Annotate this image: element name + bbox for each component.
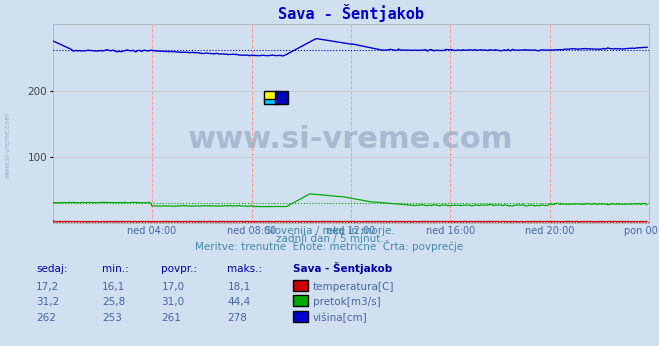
- Title: Sava - Šentjakob: Sava - Šentjakob: [278, 4, 424, 22]
- Text: 44,4: 44,4: [227, 297, 250, 307]
- Text: Meritve: trenutne  Enote: metrične  Črta: povprečje: Meritve: trenutne Enote: metrične Črta: …: [195, 240, 464, 252]
- Text: 31,0: 31,0: [161, 297, 185, 307]
- Text: 16,1: 16,1: [102, 282, 125, 292]
- Text: temperatura[C]: temperatura[C]: [313, 282, 395, 292]
- FancyBboxPatch shape: [264, 99, 277, 104]
- Text: pretok[m3/s]: pretok[m3/s]: [313, 297, 381, 307]
- Text: 261: 261: [161, 313, 181, 323]
- Text: 17,0: 17,0: [161, 282, 185, 292]
- Text: 262: 262: [36, 313, 56, 323]
- Text: višina[cm]: višina[cm]: [313, 313, 368, 323]
- Text: 25,8: 25,8: [102, 297, 125, 307]
- FancyBboxPatch shape: [275, 91, 288, 104]
- FancyBboxPatch shape: [264, 91, 277, 100]
- Text: sedaj:: sedaj:: [36, 264, 68, 274]
- Text: 278: 278: [227, 313, 247, 323]
- Text: Slovenija / reke in morje.: Slovenija / reke in morje.: [264, 226, 395, 236]
- Text: www.si-vreme.com: www.si-vreme.com: [5, 112, 11, 179]
- Text: Sava - Šentjakob: Sava - Šentjakob: [293, 262, 393, 274]
- Text: zadnji dan / 5 minut.: zadnji dan / 5 minut.: [275, 234, 384, 244]
- Text: maks.:: maks.:: [227, 264, 262, 274]
- Text: 17,2: 17,2: [36, 282, 59, 292]
- Text: min.:: min.:: [102, 264, 129, 274]
- Text: 31,2: 31,2: [36, 297, 59, 307]
- Text: www.si-vreme.com: www.si-vreme.com: [188, 125, 513, 154]
- Text: povpr.:: povpr.:: [161, 264, 198, 274]
- Text: 18,1: 18,1: [227, 282, 250, 292]
- Text: 253: 253: [102, 313, 122, 323]
